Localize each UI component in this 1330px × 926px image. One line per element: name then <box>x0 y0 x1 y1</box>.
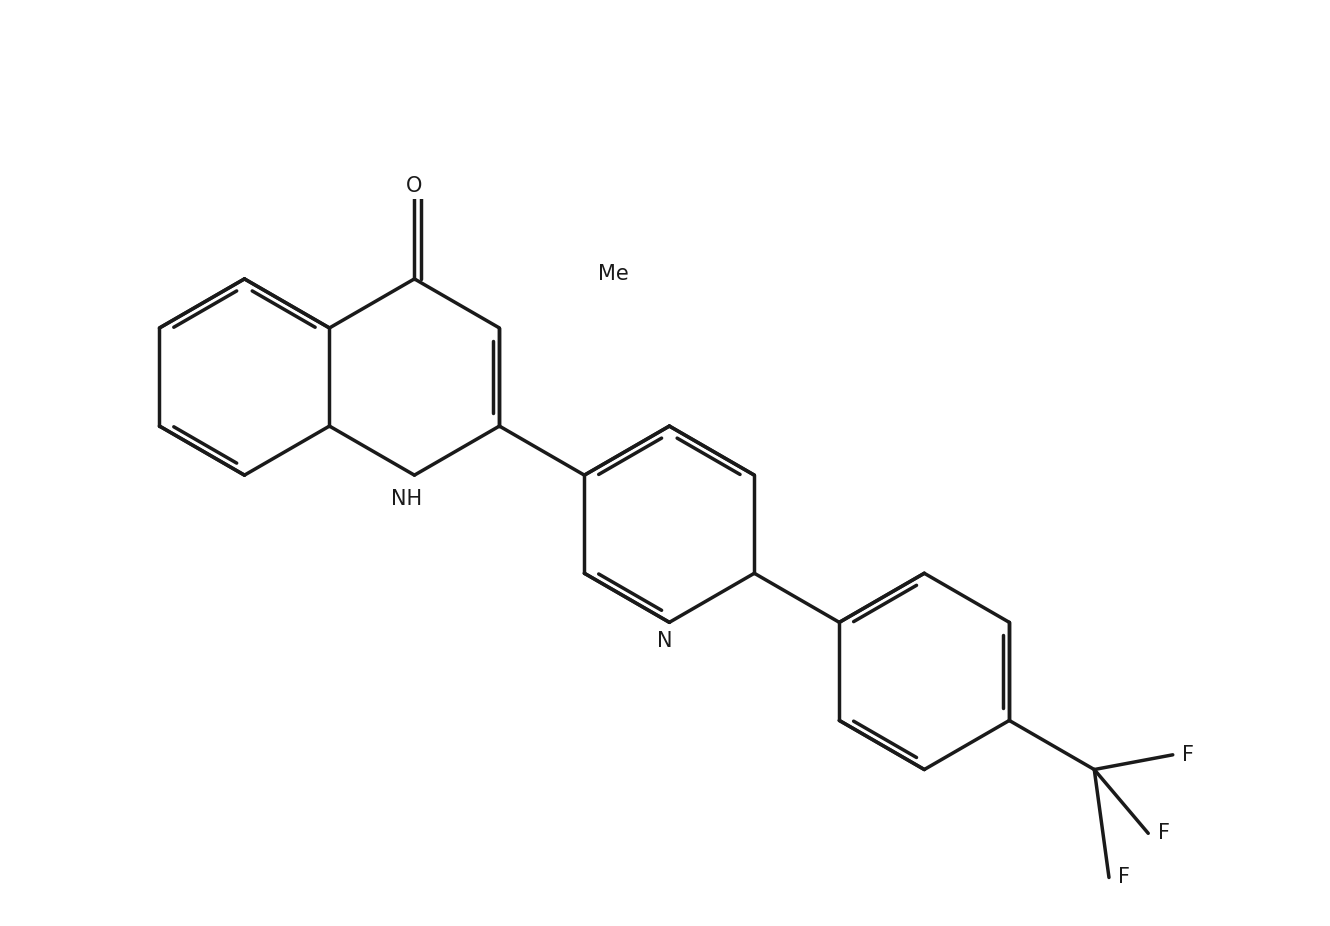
Text: NH: NH <box>391 489 423 508</box>
Text: N: N <box>657 631 673 651</box>
Text: F: F <box>1119 868 1130 887</box>
Text: F: F <box>1182 745 1194 765</box>
Text: O: O <box>406 176 423 196</box>
Text: Me: Me <box>598 264 629 284</box>
Text: F: F <box>1157 823 1169 844</box>
